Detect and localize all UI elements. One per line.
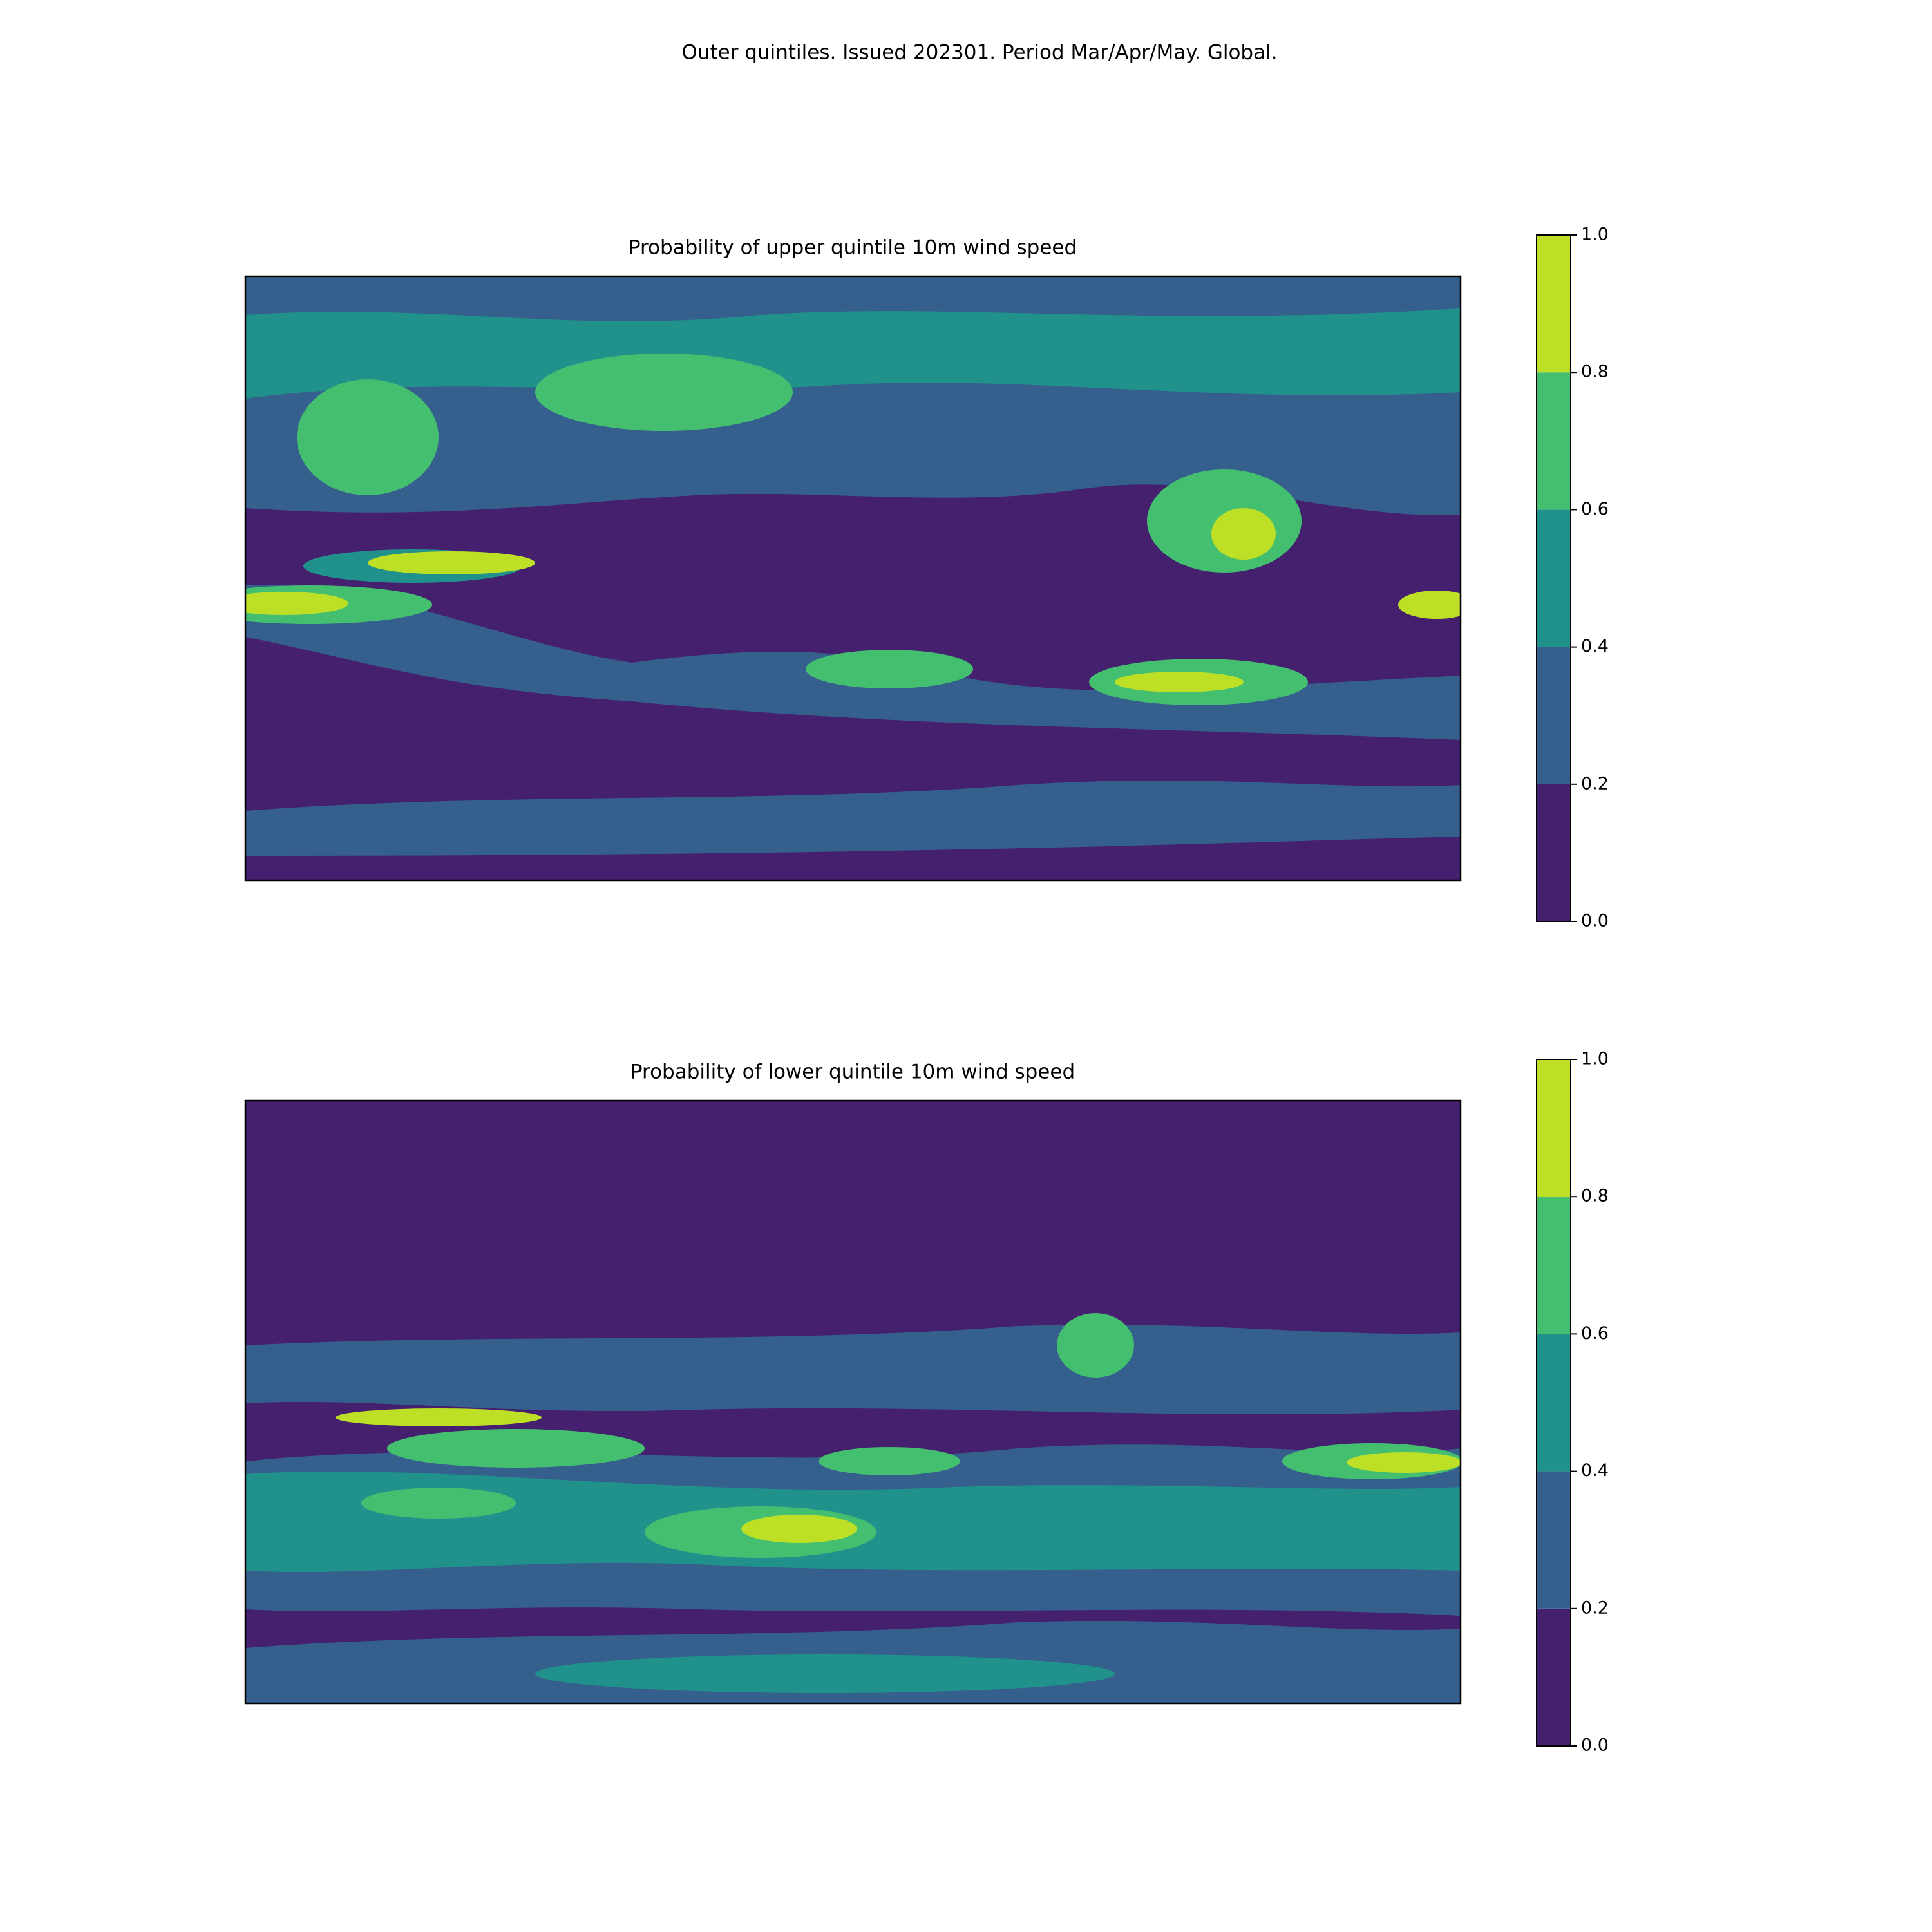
colorbar-segment — [1537, 647, 1571, 784]
field — [336, 1408, 542, 1426]
tick-label: 1.0 — [1581, 225, 1609, 245]
field — [361, 1488, 516, 1519]
field — [387, 1429, 645, 1468]
tick-label: 0.2 — [1581, 1598, 1609, 1618]
tick-label: 0.6 — [1581, 499, 1609, 519]
field — [368, 551, 535, 574]
field — [1398, 591, 1461, 619]
tick-label: 0.4 — [1581, 636, 1609, 656]
colorbar-segment — [1537, 1608, 1571, 1746]
colorbar-segment — [1537, 1334, 1571, 1472]
tick-label: 0.8 — [1581, 362, 1609, 382]
tick-label: 0.8 — [1581, 1186, 1609, 1206]
field — [245, 780, 1461, 856]
map-title: Probability of lower quintile 10m wind s… — [630, 1061, 1075, 1084]
map-panel — [245, 1101, 1461, 1703]
colorbar-segment — [1537, 1471, 1571, 1609]
field — [245, 592, 348, 615]
field — [297, 379, 439, 495]
colorbar-segment — [1537, 235, 1571, 373]
map-frame — [244, 1099, 1462, 1705]
field — [806, 650, 973, 688]
tick-label: 1.0 — [1581, 1049, 1609, 1069]
map-frame — [244, 275, 1462, 882]
colorbar-segment — [1537, 509, 1571, 647]
field — [741, 1515, 857, 1543]
field — [1347, 1452, 1461, 1473]
figure-title: Outer quintiles. Issued 202301. Period M… — [681, 41, 1277, 64]
colorbar-segment — [1537, 1197, 1571, 1334]
tick-label: 0.2 — [1581, 773, 1609, 793]
colorbar-frame — [1536, 1059, 1571, 1747]
field — [819, 1447, 960, 1475]
tick-label: 0.0 — [1581, 911, 1609, 931]
map-title: Probability of upper quintile 10m wind s… — [629, 236, 1077, 260]
field — [1057, 1313, 1134, 1378]
colorbar-frame — [1536, 234, 1571, 922]
tick-label: 0.6 — [1581, 1323, 1609, 1343]
field — [245, 1324, 1461, 1415]
tick-label: 0.0 — [1581, 1736, 1609, 1756]
colorbar-segment — [1537, 1059, 1571, 1197]
field — [1211, 508, 1276, 560]
field — [1115, 672, 1244, 692]
colorbar-segment — [1537, 784, 1571, 922]
field — [535, 1654, 1115, 1693]
map-panel — [245, 276, 1461, 880]
tick-label: 0.4 — [1581, 1461, 1609, 1481]
colorbar-segment — [1537, 372, 1571, 510]
field — [535, 354, 793, 431]
